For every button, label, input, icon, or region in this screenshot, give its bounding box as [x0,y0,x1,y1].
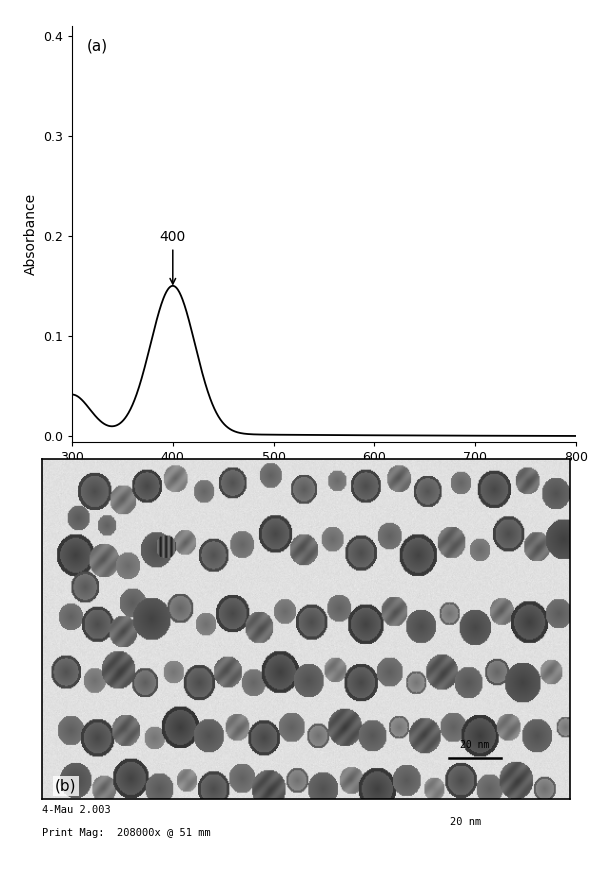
Text: 20 nm: 20 nm [460,740,490,750]
Text: 400: 400 [160,230,186,284]
Text: Print Mag:  208000x @ 51 mm: Print Mag: 208000x @ 51 mm [42,828,211,838]
Text: 20 nm: 20 nm [450,817,481,826]
X-axis label: Wavelength (nm): Wavelength (nm) [264,469,384,483]
Text: (b): (b) [55,779,77,794]
Text: 4-Mau 2.003: 4-Mau 2.003 [42,805,111,815]
Text: (a): (a) [87,39,108,54]
Y-axis label: Absorbance: Absorbance [23,192,37,275]
